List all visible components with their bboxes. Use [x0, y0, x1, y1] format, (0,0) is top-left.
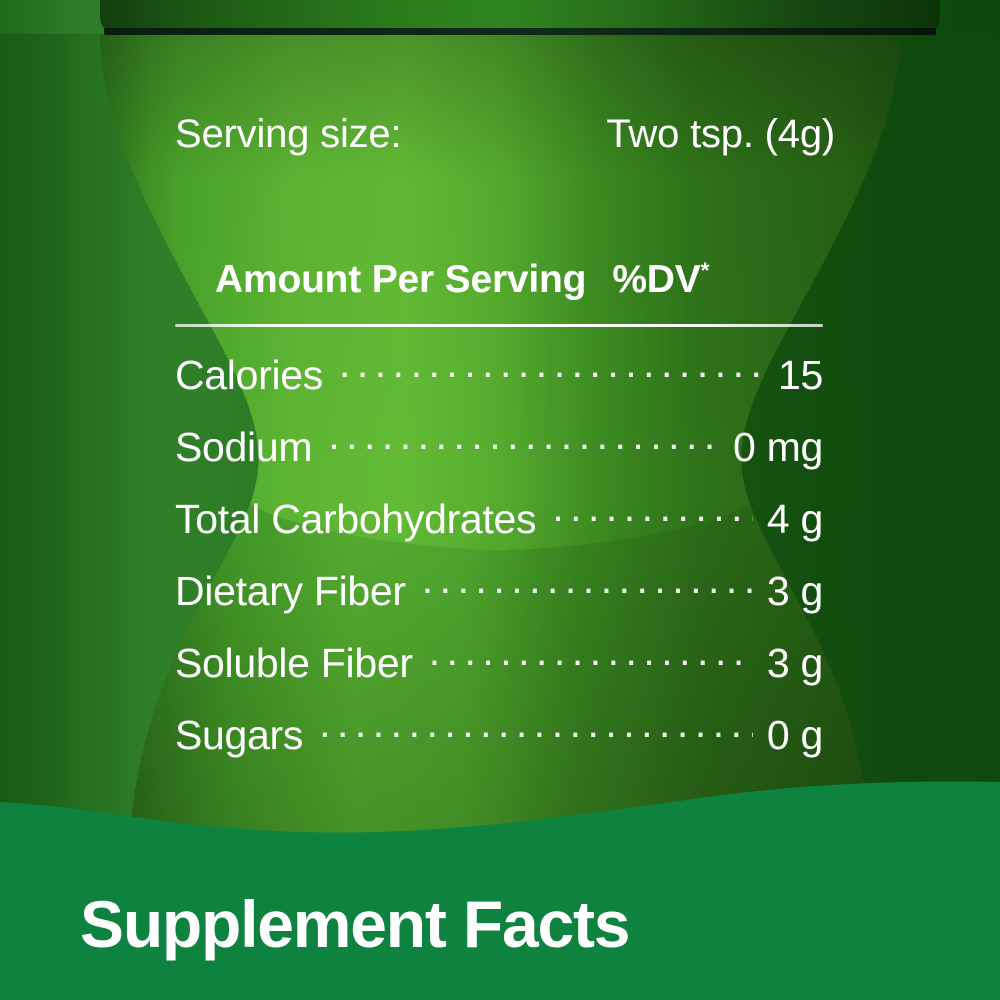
- supplement-facts-banner: Supplement Facts: [0, 780, 1000, 1000]
- nutrient-value: 0 g: [766, 712, 823, 758]
- nutrient-value: 15: [777, 352, 823, 398]
- nutrient-value: 3 g: [766, 640, 823, 686]
- table-header: Amount Per Serving %DV*: [215, 258, 709, 302]
- nutrition-label-content: Serving size: Two tsp. (4g) Amount Per S…: [0, 0, 1000, 830]
- dot-leader: [339, 348, 764, 389]
- table-row: Sodium 0 mg: [175, 420, 823, 492]
- banner-wave-shape: [0, 781, 1000, 1000]
- nutrient-value: 0 mg: [733, 424, 823, 470]
- cap-seam-line: [104, 28, 936, 35]
- serving-size-row: Serving size: Two tsp. (4g): [175, 112, 835, 157]
- table-row: Soluble Fiber 3 g: [175, 636, 823, 708]
- nutrient-name: Soluble Fiber: [175, 640, 413, 686]
- dot-leader: [429, 636, 753, 677]
- nutrient-value: 4 g: [766, 496, 823, 542]
- serving-size-label: Serving size:: [175, 112, 402, 156]
- table-row: Calories 15: [175, 348, 823, 420]
- amount-per-serving-label: Amount Per Serving: [215, 258, 587, 301]
- dot-leader: [552, 492, 753, 533]
- percent-dv-label: %DV: [612, 258, 701, 301]
- dv-footnote-marker: *: [700, 258, 710, 283]
- table-row: Dietary Fiber 3 g: [175, 564, 823, 636]
- nutrient-name: Dietary Fiber: [175, 568, 406, 614]
- serving-size-value: Two tsp. (4g): [606, 112, 835, 156]
- header-divider-rule: [175, 324, 823, 327]
- table-row: Total Carbohydrates 4 g: [175, 492, 823, 564]
- dot-leader: [319, 708, 753, 749]
- bottle-cap: [100, 0, 940, 32]
- dot-leader: [328, 420, 719, 461]
- nutrient-name: Sugars: [175, 712, 304, 758]
- table-row: Sugars 0 g: [175, 708, 823, 780]
- nutrient-name: Sodium: [175, 424, 313, 470]
- nutrient-name: Total Carbohydrates: [175, 496, 537, 542]
- dot-leader: [422, 564, 753, 605]
- banner-title: Supplement Facts: [80, 887, 630, 961]
- nutrient-value: 3 g: [766, 568, 823, 614]
- nutrient-name: Calories: [175, 352, 323, 398]
- nutrient-rows: Calories 15 Sodium 0 mg Total Carbohydra…: [175, 348, 823, 780]
